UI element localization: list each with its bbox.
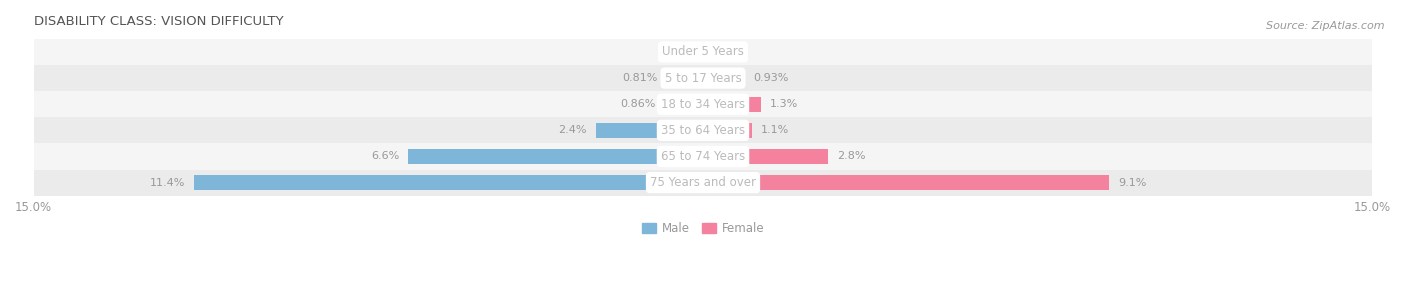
Bar [409, 149, 703, 164]
Text: Source: ZipAtlas.com: Source: ZipAtlas.com [1267, 21, 1385, 31]
Text: 1.1%: 1.1% [761, 125, 789, 135]
Bar [703, 149, 828, 164]
Text: 0.0%: 0.0% [666, 47, 695, 57]
Bar [34, 39, 1372, 65]
Bar [34, 65, 1372, 91]
Text: 1.3%: 1.3% [770, 99, 799, 109]
Legend: Male, Female: Male, Female [637, 217, 769, 240]
Bar [596, 123, 703, 138]
Text: DISABILITY CLASS: VISION DIFFICULTY: DISABILITY CLASS: VISION DIFFICULTY [34, 15, 283, 28]
Bar [666, 71, 703, 86]
Text: 2.8%: 2.8% [837, 151, 865, 161]
Text: 9.1%: 9.1% [1118, 178, 1146, 188]
Text: 11.4%: 11.4% [150, 178, 186, 188]
Bar [665, 97, 703, 112]
Bar [703, 123, 752, 138]
Bar [703, 97, 761, 112]
Text: 5 to 17 Years: 5 to 17 Years [665, 71, 741, 85]
Bar [194, 175, 703, 190]
Bar [34, 91, 1372, 117]
Text: Under 5 Years: Under 5 Years [662, 46, 744, 58]
Text: 0.81%: 0.81% [623, 73, 658, 83]
Bar [34, 117, 1372, 143]
Bar [703, 71, 745, 86]
Bar [34, 170, 1372, 196]
Bar [703, 175, 1109, 190]
Text: 6.6%: 6.6% [371, 151, 399, 161]
Text: 2.4%: 2.4% [558, 125, 586, 135]
Text: 75 Years and over: 75 Years and over [650, 176, 756, 189]
Text: 65 to 74 Years: 65 to 74 Years [661, 150, 745, 163]
Text: 0.86%: 0.86% [620, 99, 655, 109]
Text: 18 to 34 Years: 18 to 34 Years [661, 98, 745, 111]
Text: 35 to 64 Years: 35 to 64 Years [661, 124, 745, 137]
Bar [34, 143, 1372, 170]
Text: 0.0%: 0.0% [711, 47, 740, 57]
Text: 0.93%: 0.93% [754, 73, 789, 83]
